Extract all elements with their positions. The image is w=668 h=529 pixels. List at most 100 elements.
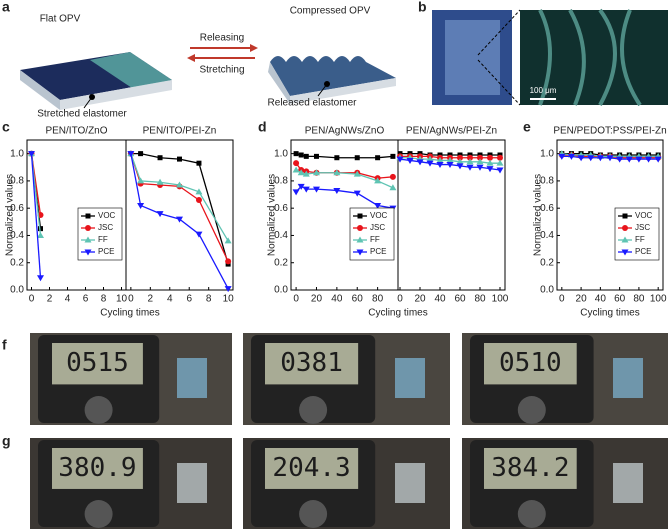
zoom-line [477,59,521,106]
y-tick-label: 0.8 [10,176,24,187]
x-tick-label: 0 [559,294,565,305]
marker [486,159,494,166]
marker [312,186,320,193]
lcd [52,448,143,489]
marker [456,158,464,165]
marker [297,169,305,176]
marker [375,155,381,161]
panel-label: a [2,0,10,15]
marker [587,155,595,162]
marker [625,156,633,163]
legend-marker [621,236,629,243]
x-tick-label: 0 [397,294,403,305]
axes-frame [125,139,234,291]
marker [390,153,396,159]
marker [195,197,202,203]
marker [156,211,164,218]
x-tick-label: 40 [331,294,343,305]
compressed-opv-side [268,62,290,104]
y-tick-label: 0.6 [540,203,554,214]
marker [195,231,203,238]
marker [196,160,202,166]
marker [293,160,300,167]
marker [496,167,504,174]
marker [224,286,232,293]
marker [292,189,300,196]
marker [466,164,474,171]
panel-label: c [2,119,10,135]
marker [37,275,44,282]
y-tick-label: 0.2 [10,257,24,268]
axes-frame [397,139,506,291]
marker [374,177,382,184]
marker [303,153,309,159]
lcd-reading: 384.2 [491,453,569,483]
marker [293,151,299,157]
y-tick-label: 0.8 [540,176,554,187]
subplot-title: PEN/ITO/ZnO [45,126,107,137]
x-tick-label: 40 [434,294,446,305]
device [177,463,207,503]
flat-opv-stripes [90,52,172,88]
device [177,358,207,398]
x-tick-label: 20 [414,294,426,305]
marker [225,258,232,265]
legend-label: PCE [370,247,386,256]
legend-label: FF [370,235,380,244]
marker [426,160,434,167]
y-tick-label: 0.6 [10,203,24,214]
marker [446,156,454,163]
marker [353,190,361,197]
x-tick-label: 0 [29,294,35,305]
panel-label: b [418,0,427,15]
legend-label: JSC [98,223,113,232]
x-tick-label: 40 [595,294,607,305]
x-tick-label: 60 [454,294,466,305]
marker [302,186,310,193]
marker [127,151,135,158]
marker [558,153,566,160]
marker [396,156,404,163]
y-tick-label: 0.6 [274,203,288,214]
x-axis-label: Cycling times [580,308,639,319]
lcd-reading: 0381 [280,348,343,378]
marker [292,166,300,173]
marker [457,154,463,161]
subplot-title: PEN/AgNWs/PEI-Zn [406,126,497,137]
lcd [52,343,143,385]
y-tick-label: 0.0 [10,285,24,296]
axes-frame [556,139,664,291]
marker [333,169,341,176]
x-tick-label: 60 [614,294,626,305]
y-axis-label: Normalized values [5,174,16,256]
panel-label: e [523,119,531,135]
x-tick-label: 100 [650,294,667,305]
scale-bar-label: 100 μm [530,86,557,95]
marker [577,155,585,162]
marker [137,177,145,184]
marker [313,153,319,159]
marker [302,170,310,177]
legend-label: PCE [635,247,651,256]
marker [486,166,494,173]
compressed-opv [270,56,396,96]
dial [517,500,546,528]
legend-marker [357,213,363,219]
panel-label: f [2,337,7,353]
x-tick-label: 80 [372,294,384,305]
lcd-reading: 380.9 [58,453,136,483]
x-tick-label: 80 [633,294,645,305]
marker [446,162,454,169]
legend-marker [356,249,364,256]
x-tick-label: 8 [206,294,212,305]
marker [436,162,444,169]
lcd [265,343,359,385]
x-tick-label: 100 [492,294,509,305]
y-tick-label: 0.0 [540,285,554,296]
x-tick-label: 20 [576,294,588,305]
marker [297,183,305,190]
legend-marker [357,225,363,231]
marker [616,156,624,163]
marker [406,157,414,164]
pointer-line [317,83,328,97]
